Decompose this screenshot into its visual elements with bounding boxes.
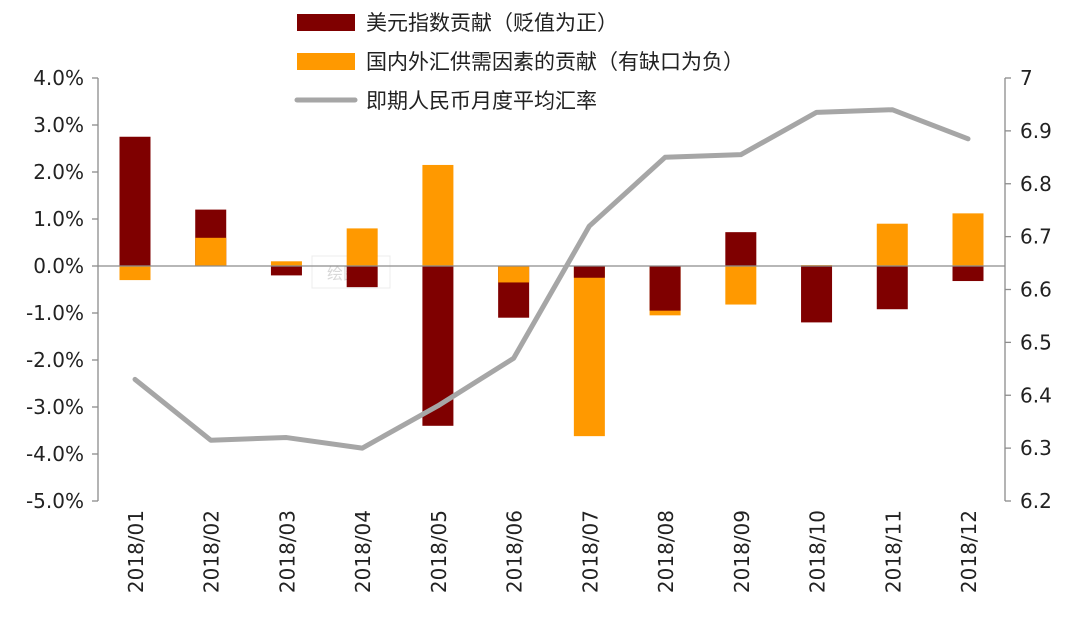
right-axis-tick-label: 6.8: [1020, 172, 1052, 196]
bar-usd-index-2018-11: [876, 266, 908, 310]
axes-layer: 4.0% 3.0% 2.0% 1.0% 0.0% -1.0% -2.0% -3.0% -4.0%…: [26, 66, 1052, 593]
bar-usd-index-2018-10: [801, 266, 833, 323]
legend-label: 即期人民币月度平均汇率: [366, 89, 597, 113]
bar-fx-supply-demand-2018-02: [195, 237, 227, 266]
bar-fx-supply-demand-2018-11: [876, 223, 908, 266]
bar-fx-supply-demand-2018-03: [270, 261, 302, 266]
bar-fx-supply-demand-2018-12: [952, 213, 984, 266]
legend: 美元指数贡献（贬值为正） 国内外汇供需因素的贡献（有缺口为负） 即期人民币月度平均汇…: [294, 11, 744, 113]
x-axis-tick-label: 2018/12: [957, 510, 981, 593]
bar-fx-supply-demand-2018-09: [725, 266, 757, 305]
legend-swatch-bar: [297, 14, 355, 31]
left-axis-tick-label: 2.0%: [33, 160, 84, 184]
legend-label: 国内外汇供需因素的贡献（有缺口为负）: [366, 50, 744, 74]
bar-usd-index-2018-01: [119, 136, 151, 266]
left-axis-tick-label: 0.0%: [33, 254, 84, 278]
line-cny-spot-monthly-avg: [132, 107, 971, 451]
right-axis-tick-label: 6.9: [1020, 119, 1052, 143]
x-axis-tick-label: 2018/11: [881, 510, 905, 593]
bars-layer: [119, 136, 984, 437]
bar-usd-index-2018-09: [725, 232, 757, 266]
bar-usd-index-2018-03: [270, 266, 302, 276]
left-axis-tick-label: 1.0%: [33, 207, 84, 231]
left-axis-tick-label: -5.0%: [26, 489, 84, 513]
bar-usd-index-2018-07: [573, 266, 605, 278]
x-axis-tick-label: 2018/04: [351, 510, 375, 593]
x-axis-tick-label: 2018/06: [503, 510, 527, 593]
bar-fx-supply-demand-2018-05: [422, 164, 454, 266]
x-axis-tick-label: 2018/08: [654, 510, 678, 593]
bar-usd-index-2018-08: [649, 266, 681, 311]
x-axis-tick-label: 2018/01: [124, 510, 148, 593]
left-axis-tick-label: -3.0%: [26, 395, 84, 419]
legend-swatch-bar: [297, 53, 355, 70]
x-axis-tick-label: 2018/03: [275, 510, 299, 593]
x-axis-tick-label: 2018/10: [806, 510, 830, 593]
bar-fx-supply-demand-2018-07: [573, 266, 605, 437]
right-axis-tick-label: 6.2: [1020, 489, 1052, 513]
legend-label: 美元指数贡献（贬值为正）: [366, 11, 618, 35]
right-axis-tick-label: 6.7: [1020, 225, 1052, 249]
left-axis-tick-label: 3.0%: [33, 113, 84, 137]
right-axis-tick-label: 6.6: [1020, 278, 1052, 302]
left-axis-tick-label: 4.0%: [33, 66, 84, 90]
right-axis-tick-label: 7: [1020, 66, 1033, 90]
bar-fx-supply-demand-2018-06: [498, 266, 530, 283]
left-axis-tick-label: -2.0%: [26, 348, 84, 372]
right-axis-tick-label: 6.5: [1020, 330, 1052, 354]
right-axis-tick-label: 6.3: [1020, 436, 1052, 460]
x-axis-tick-label: 2018/07: [578, 510, 602, 593]
x-axis-tick-label: 2018/05: [427, 510, 451, 593]
x-axis-tick-label: 2018/02: [200, 510, 224, 593]
line-series-layer: [132, 107, 971, 451]
x-axis-tick-label: 2018/09: [730, 510, 754, 593]
left-axis-tick-label: -1.0%: [26, 301, 84, 325]
bar-usd-index-2018-04: [346, 266, 378, 288]
bar-fx-supply-demand-2018-04: [346, 228, 378, 266]
left-axis-tick-label: -4.0%: [26, 442, 84, 466]
right-axis-tick-label: 6.4: [1020, 383, 1052, 407]
bar-fx-supply-demand-2018-01: [119, 266, 151, 281]
bar-usd-index-2018-12: [952, 266, 984, 282]
